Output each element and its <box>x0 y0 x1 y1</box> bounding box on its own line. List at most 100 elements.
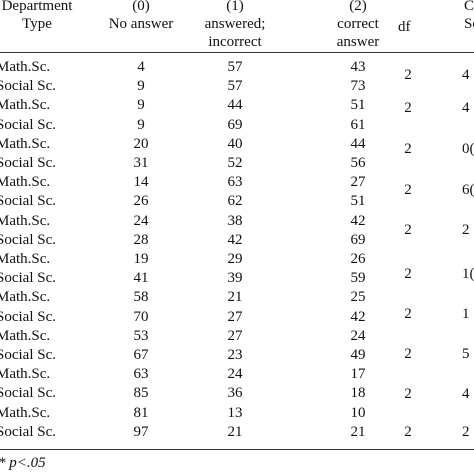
row-no-answer: 24 <box>133 212 149 229</box>
row-incorrect: 40 <box>227 135 243 152</box>
row-incorrect: 23 <box>227 347 243 363</box>
row-no-answer: 9 <box>137 97 145 114</box>
df-value: 2 <box>404 266 412 282</box>
row-correct: 17 <box>350 366 366 383</box>
row-correct: 21 <box>350 423 366 440</box>
row-correct: 56 <box>350 155 366 171</box>
score-value: 4 <box>462 386 470 402</box>
row-no-answer: 9 <box>137 116 145 133</box>
row-department: Social Sc. <box>0 193 56 210</box>
score-value: 1( <box>462 266 474 282</box>
row-department: Math.Sc. <box>0 174 51 191</box>
row-correct: 27 <box>350 174 366 191</box>
score-value: 6( <box>462 182 474 198</box>
row-correct: 44 <box>350 135 366 152</box>
header-col0-line1: (0) <box>132 0 150 14</box>
row-department: Math.Sc. <box>0 289 51 306</box>
row-no-answer: 4 <box>137 59 145 75</box>
row-correct: 49 <box>350 347 366 363</box>
row-no-answer: 19 <box>133 251 149 267</box>
row-department: Social Sc. <box>0 116 56 133</box>
header-col1-line2: answered; <box>204 16 266 32</box>
row-department: Math.Sc. <box>0 366 51 383</box>
row-department: Social Sc. <box>0 423 56 440</box>
score-value: 2 <box>462 222 470 238</box>
row-incorrect: 21 <box>227 423 243 440</box>
score-value: 4 <box>462 67 470 83</box>
header-col2-line1: (2) <box>349 0 367 14</box>
row-incorrect: 29 <box>227 251 243 267</box>
row-incorrect: 27 <box>227 327 243 344</box>
row-correct: 69 <box>350 231 366 248</box>
df-value: 2 <box>404 306 412 322</box>
row-correct: 26 <box>350 251 366 267</box>
row-correct: 10 <box>350 404 366 421</box>
score-value: 0( <box>462 141 474 157</box>
row-correct: 25 <box>350 289 366 306</box>
row-incorrect: 42 <box>227 231 243 248</box>
header-col2-line3: answer <box>336 34 380 50</box>
row-correct: 51 <box>350 193 366 210</box>
row-no-answer: 9 <box>137 78 145 95</box>
row-department: Math.Sc. <box>0 212 51 229</box>
row-incorrect: 57 <box>227 78 243 95</box>
row-no-answer: 85 <box>133 385 149 402</box>
header-col0: (0) No answer <box>96 0 186 32</box>
row-correct: 51 <box>350 97 366 114</box>
row-no-answer: 31 <box>133 155 149 171</box>
row-incorrect: 44 <box>227 97 243 114</box>
row-incorrect: 36 <box>227 385 243 402</box>
df-value: 2 <box>404 346 412 362</box>
row-correct: 59 <box>350 270 366 287</box>
header-department-line1: Department <box>1 0 73 14</box>
row-department: Social Sc. <box>0 347 56 363</box>
row-department: Math.Sc. <box>0 251 51 267</box>
row-correct: 24 <box>350 327 366 344</box>
row-no-answer: 67 <box>133 347 149 363</box>
row-no-answer: 81 <box>133 404 149 421</box>
header-col1-line1: (1) <box>226 0 244 14</box>
row-no-answer: 63 <box>133 366 149 383</box>
score-value: 5 <box>462 346 470 362</box>
header-col1: (1) answered; incorrect <box>185 0 285 50</box>
row-department: Social Sc. <box>0 385 56 402</box>
header-last-line2: Sc <box>464 16 474 32</box>
header-col2: (2) correct answer <box>313 0 403 50</box>
row-no-answer: 26 <box>133 193 149 210</box>
header-col2-line2: correct <box>337 16 379 32</box>
row-incorrect: 21 <box>227 289 243 306</box>
df-value: 2 <box>404 424 412 440</box>
row-department: Math.Sc. <box>0 327 51 344</box>
row-incorrect: 63 <box>227 174 243 191</box>
row-no-answer: 97 <box>133 423 149 440</box>
row-correct: 42 <box>350 212 366 229</box>
row-no-answer: 41 <box>133 270 149 287</box>
row-incorrect: 62 <box>227 193 243 210</box>
row-department: Math.Sc. <box>0 97 51 114</box>
row-incorrect: 27 <box>227 308 243 325</box>
row-incorrect: 57 <box>227 59 243 75</box>
df-value: 2 <box>404 100 412 116</box>
row-no-answer: 58 <box>133 289 149 306</box>
header-col0-line2: No answer <box>108 16 174 32</box>
row-no-answer: 70 <box>133 308 149 325</box>
row-incorrect: 24 <box>227 366 243 383</box>
row-department: Math.Sc. <box>0 59 51 75</box>
row-incorrect: 38 <box>227 212 243 229</box>
header-col1-line3: incorrect <box>208 34 262 50</box>
df-value: 2 <box>404 222 412 238</box>
header-department-line2: Type <box>22 16 52 32</box>
row-department: Social Sc. <box>0 78 56 95</box>
footnote: * p<.05 <box>0 455 46 471</box>
score-value: 1 <box>462 306 470 322</box>
header-df: df <box>398 19 411 35</box>
row-department: Social Sc. <box>0 231 56 248</box>
score-value: 4 <box>462 100 470 116</box>
row-incorrect: 69 <box>227 116 243 133</box>
row-correct: 42 <box>350 308 366 325</box>
header-department: Department Type <box>0 0 82 32</box>
df-value: 2 <box>404 182 412 198</box>
row-correct: 43 <box>350 59 366 75</box>
score-value: 2 <box>462 424 470 440</box>
row-correct: 73 <box>350 78 366 95</box>
